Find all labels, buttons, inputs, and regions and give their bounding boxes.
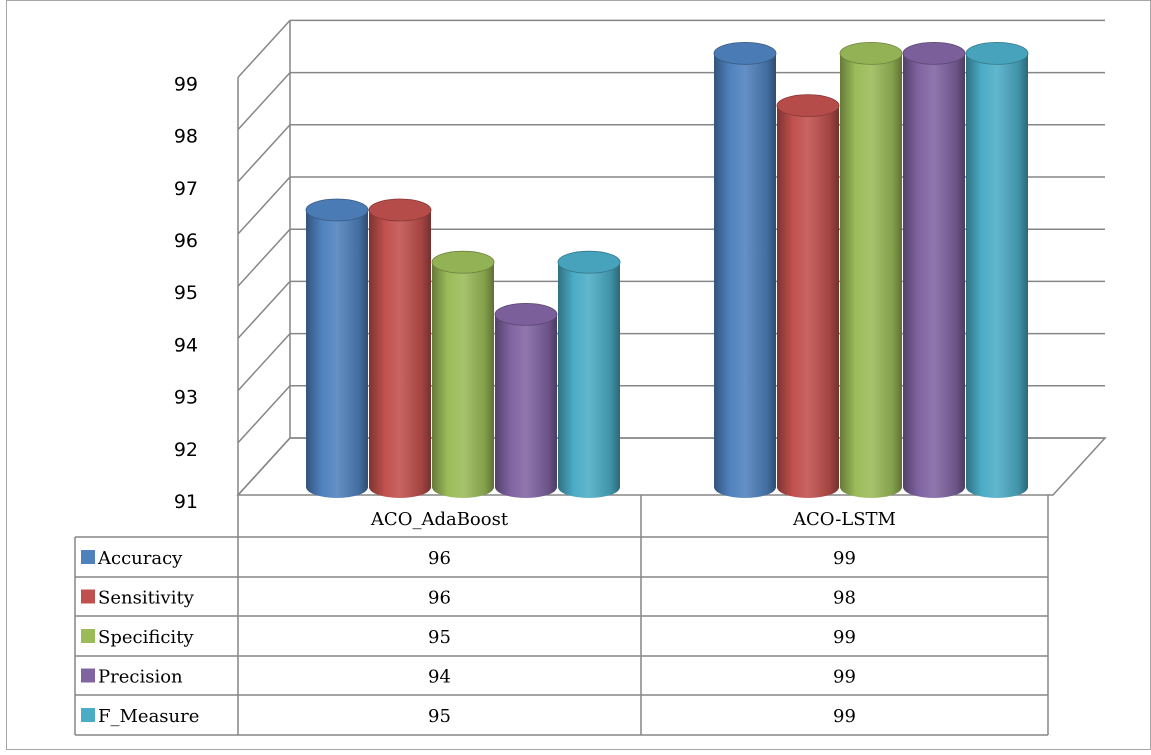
table-cell: 99 (833, 627, 856, 648)
table-cell: 96 (428, 548, 451, 569)
bar (305, 198, 369, 498)
gridline-diagonal (237, 280, 291, 339)
table-cell: 99 (833, 706, 856, 727)
bar (902, 42, 966, 499)
bar (965, 42, 1029, 499)
bars (305, 42, 1029, 499)
table-cell: 95 (428, 627, 451, 648)
bar-top (965, 42, 1029, 65)
gridline-diagonal (237, 333, 291, 392)
bar-top (713, 42, 777, 65)
y-tick-label: 96 (174, 230, 198, 252)
table-cell: 95 (428, 706, 451, 727)
bar-body (306, 210, 368, 498)
bar-top (494, 302, 558, 326)
bar-body (369, 210, 431, 498)
floor (236, 437, 1107, 496)
bar (557, 250, 621, 498)
bar-top (431, 250, 495, 274)
legend-swatch (81, 668, 95, 683)
y-tick-label: 95 (174, 282, 198, 304)
legend-label: Specificity (98, 627, 194, 648)
legend-label: Accuracy (97, 548, 183, 569)
bar-top (305, 198, 369, 222)
bar (368, 198, 432, 498)
y-tick-label: 91 (174, 491, 198, 513)
bar (713, 42, 777, 499)
gridline-diagonal (237, 176, 291, 235)
category-label: ACO_AdaBoost (370, 509, 509, 530)
bar-top (839, 42, 903, 65)
bar-body (432, 262, 494, 498)
bar-body (903, 53, 965, 499)
table-cell: 99 (833, 667, 856, 688)
y-tick-label: 98 (174, 126, 198, 148)
legend-swatch (81, 550, 95, 564)
y-axis-ticks: 91 92 93 94 95 96 97 98 99 (174, 73, 198, 513)
legend-label: F_Measure (98, 706, 199, 727)
bar (431, 250, 495, 498)
legend-swatch (81, 589, 95, 604)
gridline-diagonal (237, 228, 291, 287)
legend-swatch (81, 708, 95, 722)
bar-top (368, 198, 432, 222)
category-label: ACO-LSTM (792, 509, 896, 530)
gridline-diagonal (237, 19, 291, 78)
bar (839, 42, 903, 499)
bar-body (840, 53, 902, 499)
bar-body (714, 53, 776, 499)
legend-label: Sensitivity (98, 588, 195, 609)
y-tick-label: 92 (174, 439, 198, 461)
bar-body (495, 314, 557, 498)
gridline-diagonal (237, 72, 291, 131)
y-tick-label: 94 (174, 334, 198, 356)
bar-top (776, 94, 840, 117)
bar (776, 94, 840, 498)
data-table: ACO_AdaBoost ACO-LSTM Accuracy 96 99 Sensitiv… (74, 495, 1049, 736)
bar-top (902, 42, 966, 65)
legend-swatch (81, 629, 95, 643)
gridline-diagonal (237, 124, 291, 183)
table-cell: 94 (428, 667, 451, 688)
bar (494, 302, 558, 498)
bar-body (966, 53, 1028, 499)
bar-body (558, 262, 620, 498)
y-tick-label: 93 (174, 387, 198, 409)
legend-label: Precision (98, 667, 183, 688)
gridline-diagonal (237, 385, 291, 444)
bar-top (557, 250, 621, 274)
y-tick-label: 97 (174, 178, 198, 200)
table-cell: 98 (833, 588, 856, 609)
y-tick-label: 99 (174, 73, 198, 95)
bar-body (777, 105, 839, 498)
table-cell: 96 (428, 588, 451, 609)
table-cell: 99 (833, 548, 856, 569)
